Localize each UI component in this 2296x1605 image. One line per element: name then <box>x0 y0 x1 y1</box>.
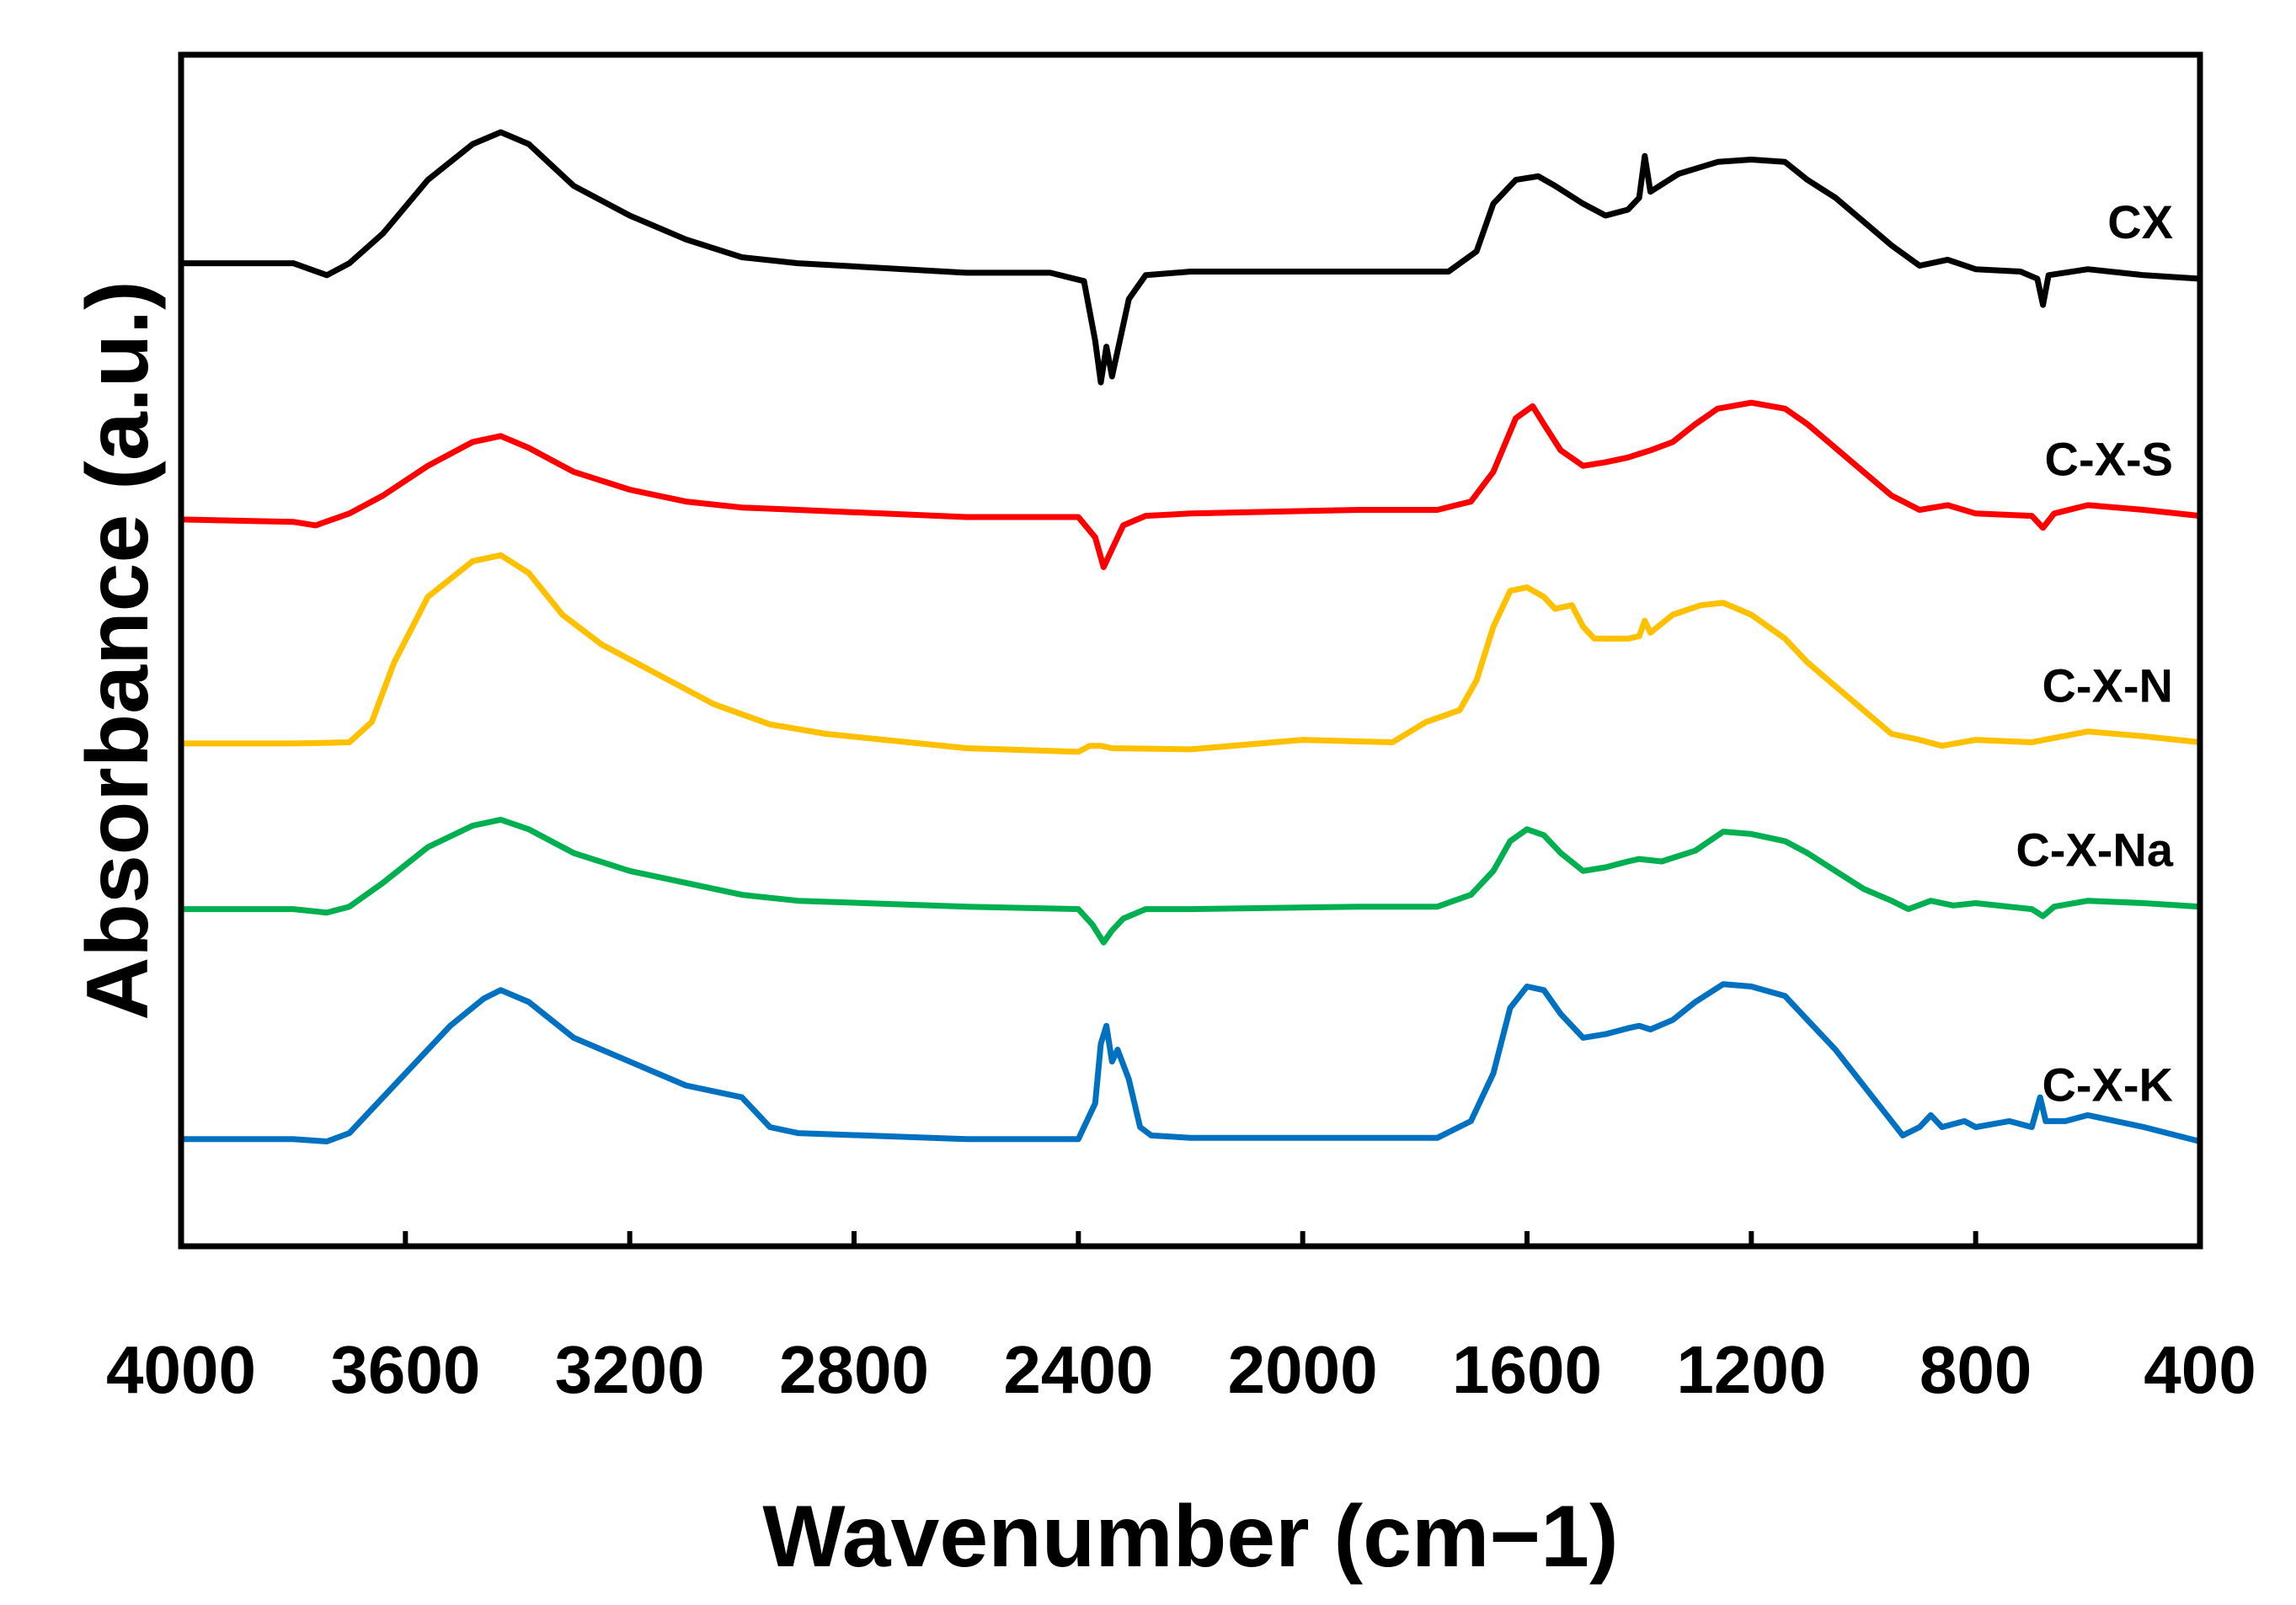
x-tick-label: 3200 <box>555 1332 705 1407</box>
series-line-c-x-na <box>178 816 2203 946</box>
series-labels: CX C-X-S C-X-N C-X-Na C-X-K <box>2016 195 2174 1111</box>
x-axis-ticks: 4000 3600 3200 2800 2400 2000 1600 1200 800 400 <box>106 1231 2256 1407</box>
series-label-c-x-k: C-X-K <box>2042 1058 2173 1111</box>
x-tick-label: 4000 <box>106 1332 256 1407</box>
x-tick-label: 2400 <box>1003 1332 1153 1407</box>
series-label-c-x-na: C-X-Na <box>2016 824 2174 877</box>
x-tick-label: 2800 <box>779 1332 929 1407</box>
plot-frame <box>178 51 2203 1250</box>
series-line-c-x-s <box>178 399 2203 570</box>
series-layer <box>178 129 2203 1144</box>
series-line-c-x-n <box>178 552 2203 755</box>
x-tick-label: 3600 <box>330 1332 480 1407</box>
series-label-cx: CX <box>2107 195 2173 248</box>
x-tick-label: 2000 <box>1228 1332 1378 1407</box>
series-line-cx <box>178 129 2203 386</box>
x-axis-title: Wavenumber (cm−1) <box>762 1488 1618 1586</box>
x-tick-label: 1200 <box>1676 1332 1826 1407</box>
y-axis-title: Absorbance (a.u.) <box>69 280 167 1020</box>
x-tick-label: 400 <box>2144 1332 2256 1407</box>
series-line-c-x-k <box>178 981 2203 1144</box>
series-label-c-x-s: C-X-S <box>2045 433 2173 486</box>
x-tick-label: 800 <box>1920 1332 2032 1407</box>
x-tick-label: 1600 <box>1452 1332 1602 1407</box>
series-label-c-x-n: C-X-N <box>2042 659 2173 712</box>
